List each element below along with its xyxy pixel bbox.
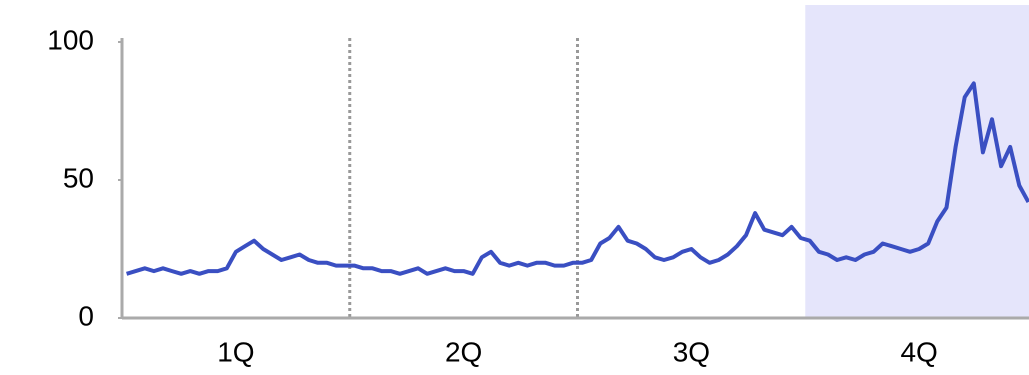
- x-tick-label: 1Q: [217, 336, 254, 367]
- y-tick-label: 50: [63, 162, 94, 193]
- y-tick-label: 100: [47, 24, 94, 55]
- highlight-band: [805, 5, 1029, 318]
- y-tick-label: 0: [78, 300, 94, 331]
- x-tick-label: 2Q: [445, 336, 482, 367]
- data-line: [126, 81, 1029, 276]
- x-tick-label: 4Q: [900, 336, 937, 367]
- x-tick-label: 3Q: [673, 336, 710, 367]
